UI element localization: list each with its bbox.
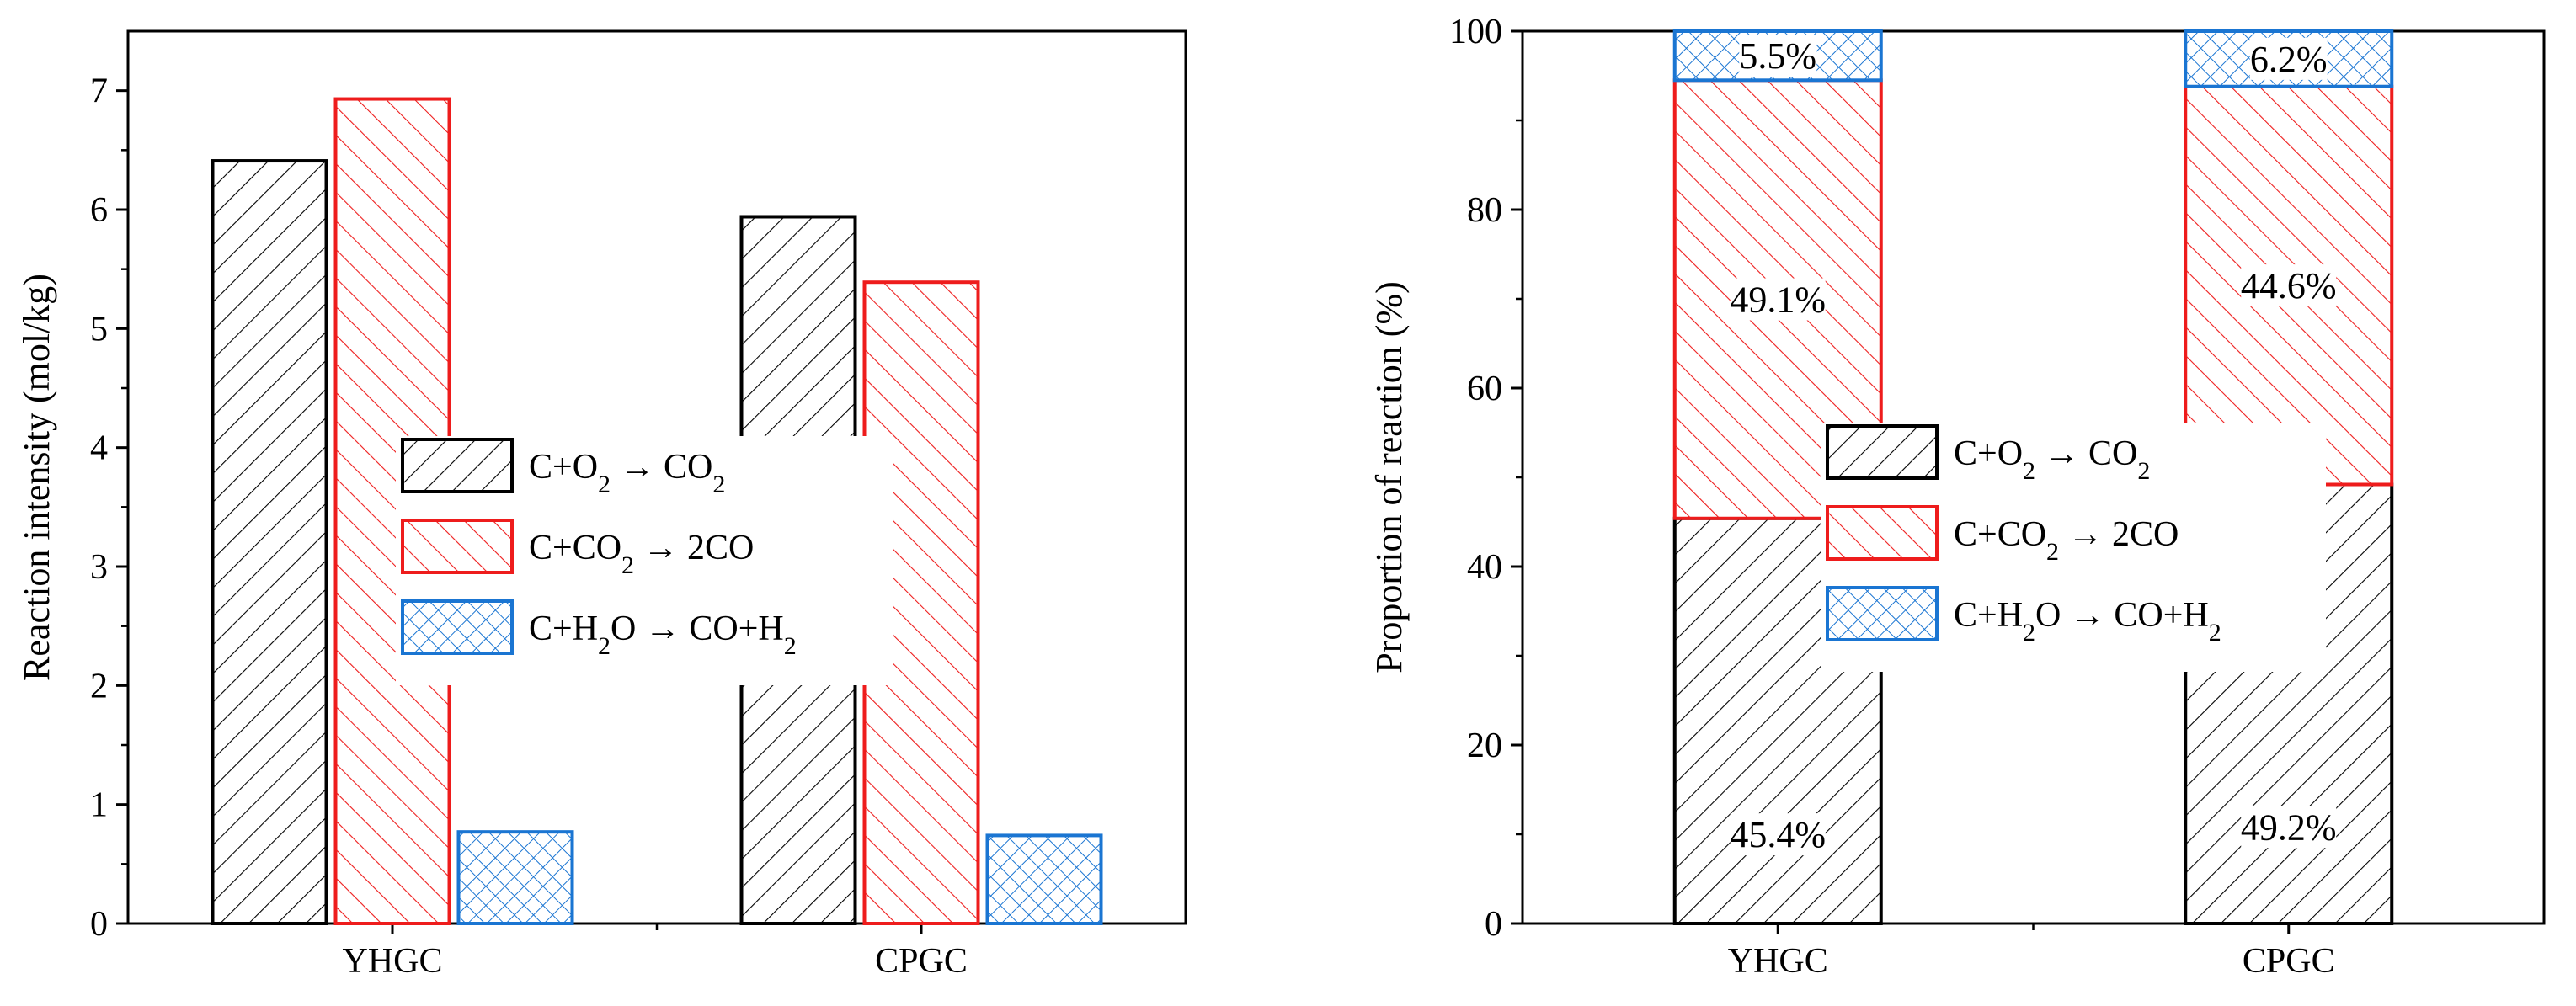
- y-tick-label: 7: [90, 72, 108, 111]
- legend-label-c-co2-2co: C+CO2 → 2CO: [1954, 515, 2179, 566]
- legend-swatch-c-co2-2co: [1826, 505, 1939, 561]
- x-tick-label: YHGC: [342, 942, 442, 981]
- x-tick-label: CPGC: [2243, 942, 2335, 981]
- legend-swatch-c-o2-co2: [1826, 424, 1939, 480]
- data-label-yhgc-c-o2-co2: 45.4%: [1730, 814, 1826, 855]
- subscript: 2: [784, 632, 797, 660]
- y-axis-title: Reaction intensity (mol/kg): [16, 274, 57, 681]
- data-label-cpgc-c-h2o-co-h2: 6.2%: [2250, 39, 2328, 80]
- data-label-yhgc-c-h2o-co-h2: 5.5%: [1739, 35, 1816, 77]
- data-label-background: [1730, 813, 1826, 856]
- legend: C+O2 → CO2 C+CO2 → 2CO C+H2O → CO+H2: [1821, 423, 2326, 672]
- y-tick-label: 60: [1467, 370, 1502, 408]
- y-tick-label: 20: [1467, 727, 1502, 765]
- subscript: 2: [712, 471, 725, 498]
- data-label-background: [2241, 264, 2337, 307]
- subscript: 2: [2023, 457, 2035, 485]
- legend-label-c-h2o-co-h2: C+H2O → CO+H2: [1954, 596, 2221, 647]
- reaction-intensity-chart: 0 1 2 3 4 5 6 7 YHGC CPGC Reaction intensity (mol/…: [16, 29, 1187, 981]
- subscript: 2: [2137, 457, 2150, 485]
- bar-yhgc-c-h2o-co-h2: [456, 830, 574, 926]
- legend-swatch-c-co2-2co: [401, 519, 514, 574]
- subscript: 2: [621, 551, 634, 579]
- data-label-yhgc-c-co2-2co: 49.1%: [1730, 279, 1826, 321]
- y-tick-label: 6: [90, 191, 108, 230]
- data-label-background: [1730, 278, 1826, 321]
- legend-swatch-c-o2-co2: [401, 438, 514, 493]
- bar-yhgc-c-o2-co2: [211, 159, 328, 925]
- y-tick-label: 4: [90, 429, 108, 468]
- y-tick-label: 40: [1467, 548, 1502, 587]
- legend-label-c-co2-2co: C+CO2 → 2CO: [529, 529, 754, 579]
- data-label-cpgc-c-co2-2co: 44.6%: [2241, 265, 2337, 306]
- subscript: 2: [2023, 619, 2035, 647]
- subscript: 2: [2209, 619, 2221, 647]
- legend: C+O2 → CO2 C+CO2 → 2CO C+H2O → CO+H2: [396, 436, 893, 685]
- legend-swatch-c-h2o-co-h2: [1826, 586, 1939, 641]
- data-label-background: [2241, 806, 2337, 849]
- data-label-background: [1739, 35, 1817, 77]
- y-tick-label: 100: [1449, 13, 1502, 51]
- y-tick-label: 0: [1485, 905, 1502, 944]
- legend-label-c-o2-co2: C+O2 → CO2: [529, 448, 725, 498]
- reaction-proportion-chart: 0 20 40 60 80 100 YHGC CPGC 45.4% 49.1% 5.5% 49.2% 4…: [1368, 13, 2546, 981]
- x-tick-label: YHGC: [1728, 942, 1828, 981]
- subscript: 2: [2046, 538, 2059, 566]
- y-tick-label: 3: [90, 548, 108, 587]
- y-tick-label: 2: [90, 667, 108, 705]
- subscript: 2: [598, 471, 611, 498]
- legend-label-c-h2o-co-h2: C+H2O → CO+H2: [529, 609, 797, 660]
- legend-label-c-o2-co2: C+O2 → CO2: [1954, 434, 2150, 485]
- subscript: 2: [598, 632, 611, 660]
- y-tick-label: 1: [90, 786, 108, 825]
- x-tick-label: CPGC: [875, 942, 968, 981]
- y-axis-title: Proportion of reaction (%): [1368, 281, 1410, 673]
- bar-cpgc-c-h2o-co-h2: [985, 833, 1103, 925]
- y-tick-label: 80: [1467, 191, 1502, 230]
- y-tick-label: 5: [90, 310, 108, 349]
- legend-swatch-c-h2o-co-h2: [401, 599, 514, 655]
- data-label-background: [2249, 37, 2328, 80]
- y-tick-label: 0: [90, 905, 108, 944]
- data-label-cpgc-c-o2-co2: 49.2%: [2241, 806, 2337, 848]
